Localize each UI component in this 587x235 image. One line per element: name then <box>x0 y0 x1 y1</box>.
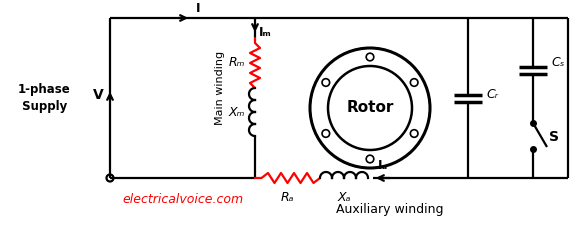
Text: electricalvoice.com: electricalvoice.com <box>122 193 243 206</box>
Text: Main winding: Main winding <box>215 51 225 125</box>
Text: 1-phase
 Supply: 1-phase Supply <box>18 83 71 113</box>
Text: S: S <box>549 130 559 144</box>
Text: Auxiliary winding: Auxiliary winding <box>336 203 444 216</box>
Text: Xₘ: Xₘ <box>228 106 245 118</box>
Text: Xₐ: Xₐ <box>338 191 351 204</box>
Text: Cₛ: Cₛ <box>551 56 564 70</box>
Text: Cᵣ: Cᵣ <box>486 87 498 101</box>
Text: Rₐ: Rₐ <box>281 191 294 204</box>
Text: Iₐ: Iₐ <box>378 159 388 172</box>
Text: Iₘ: Iₘ <box>259 26 272 39</box>
Text: Rₘ: Rₘ <box>228 56 245 70</box>
Text: V: V <box>93 88 104 102</box>
Text: Rotor: Rotor <box>346 101 394 115</box>
Text: I: I <box>196 2 201 15</box>
